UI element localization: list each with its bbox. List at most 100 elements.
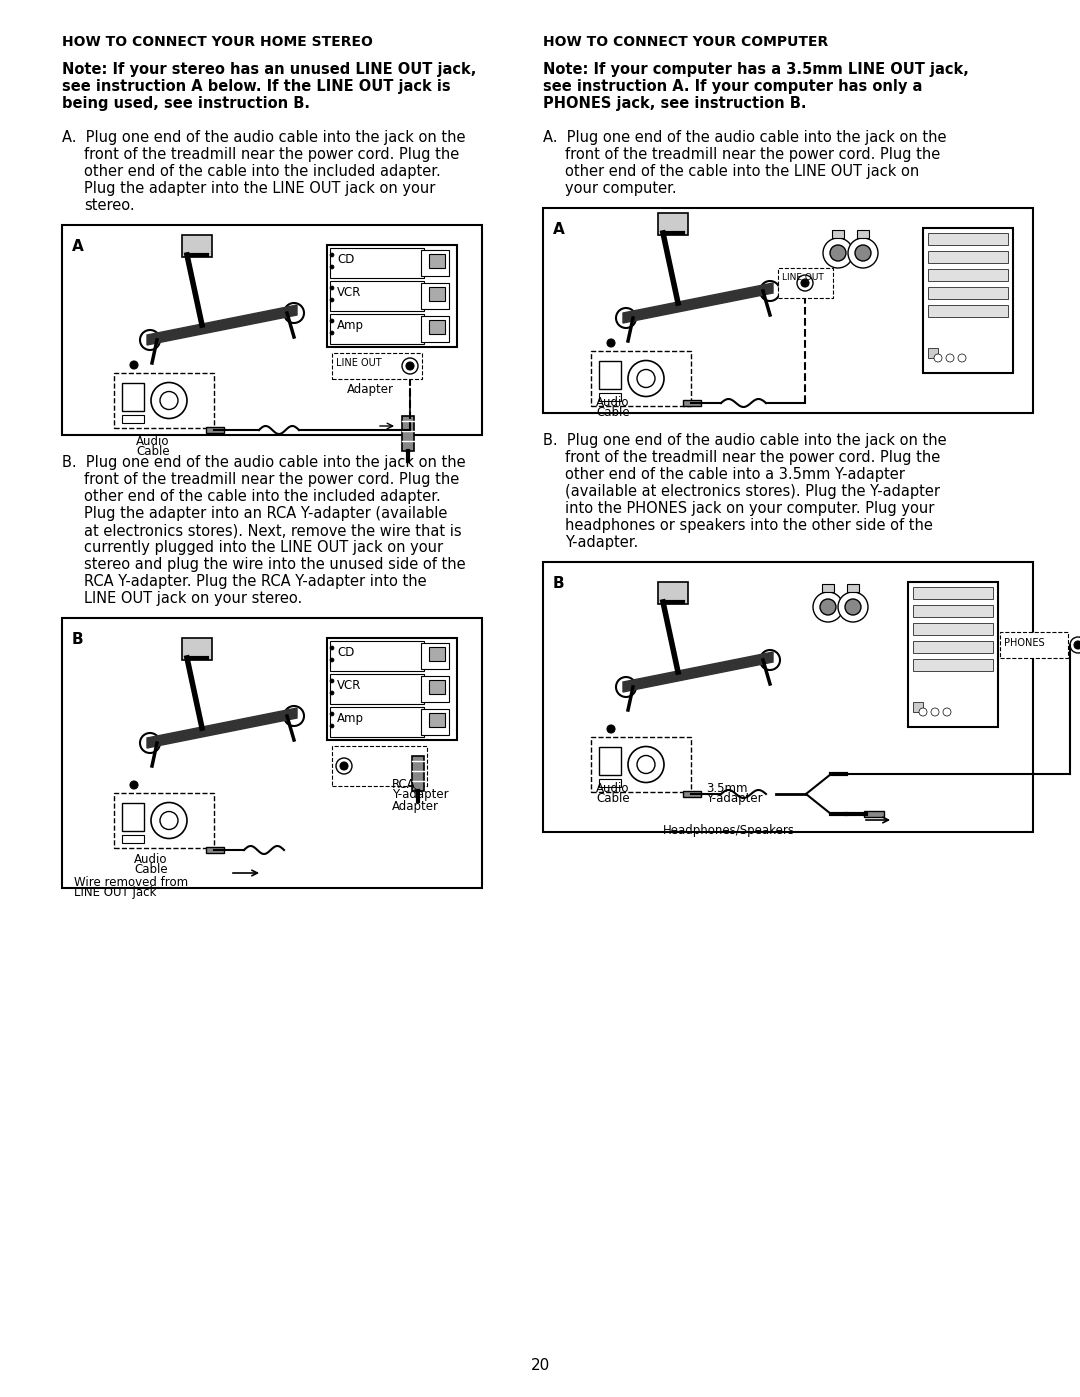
Circle shape	[931, 708, 939, 717]
Circle shape	[616, 678, 636, 697]
Circle shape	[160, 391, 178, 409]
Bar	[429, 680, 445, 694]
Circle shape	[616, 307, 636, 328]
Circle shape	[151, 383, 187, 419]
Text: VCR: VCR	[337, 286, 362, 299]
Text: being used, see instruction B.: being used, see instruction B.	[62, 96, 310, 110]
Circle shape	[760, 281, 780, 300]
Bar	[332, 353, 422, 379]
Bar	[599, 393, 621, 401]
Circle shape	[330, 253, 334, 257]
Text: Audio: Audio	[596, 782, 630, 795]
Bar	[327, 638, 457, 740]
Circle shape	[330, 679, 334, 683]
Bar	[913, 623, 993, 636]
Text: see instruction A. If your computer has only a: see instruction A. If your computer has …	[543, 80, 922, 94]
Bar	[330, 281, 424, 312]
Bar	[591, 351, 691, 407]
Circle shape	[946, 353, 954, 362]
Bar	[411, 756, 424, 791]
Bar	[658, 212, 688, 235]
Circle shape	[845, 599, 861, 615]
Text: A: A	[72, 239, 84, 254]
Circle shape	[330, 319, 334, 323]
Circle shape	[330, 658, 334, 662]
Bar	[114, 793, 214, 848]
Bar	[658, 583, 688, 604]
Bar	[122, 803, 144, 831]
Polygon shape	[623, 284, 773, 323]
Bar	[330, 641, 424, 671]
Text: PHONES jack, see instruction B.: PHONES jack, see instruction B.	[543, 96, 807, 110]
Text: Audio: Audio	[134, 854, 167, 866]
Circle shape	[330, 692, 334, 694]
Bar	[913, 659, 993, 671]
Bar	[913, 703, 923, 712]
Circle shape	[820, 599, 836, 615]
Circle shape	[1074, 641, 1080, 650]
Text: into the PHONES jack on your computer. Plug your: into the PHONES jack on your computer. P…	[565, 502, 934, 515]
Circle shape	[330, 331, 334, 335]
Text: see instruction A below. If the LINE OUT jack is: see instruction A below. If the LINE OUT…	[62, 80, 450, 94]
Bar	[543, 562, 1032, 833]
Bar	[327, 244, 457, 346]
Bar	[1000, 631, 1068, 658]
Text: LINE OUT jack: LINE OUT jack	[75, 886, 157, 900]
Bar	[913, 605, 993, 617]
Bar	[122, 835, 144, 842]
Circle shape	[627, 360, 664, 397]
Text: CD: CD	[337, 253, 354, 265]
Bar	[543, 208, 1032, 414]
Bar	[206, 847, 224, 854]
Bar	[421, 710, 449, 735]
Bar	[62, 617, 482, 888]
Circle shape	[140, 330, 160, 351]
Circle shape	[607, 339, 615, 346]
Circle shape	[760, 650, 780, 671]
Text: PHONES: PHONES	[1004, 638, 1044, 648]
Text: headphones or speakers into the other side of the: headphones or speakers into the other si…	[565, 518, 933, 534]
Text: other end of the cable into a 3.5mm Y-adapter: other end of the cable into a 3.5mm Y-ad…	[565, 467, 905, 482]
Bar	[330, 673, 424, 704]
Text: other end of the cable into the included adapter.: other end of the cable into the included…	[84, 163, 441, 179]
Bar	[683, 791, 701, 798]
Bar	[928, 348, 939, 358]
Text: Wire removed from: Wire removed from	[75, 876, 188, 888]
Bar	[330, 249, 424, 278]
Text: at electronics stores). Next, remove the wire that is: at electronics stores). Next, remove the…	[84, 522, 461, 538]
Circle shape	[919, 708, 927, 717]
Text: LINE OUT: LINE OUT	[782, 272, 824, 282]
Circle shape	[402, 358, 418, 374]
Text: RCA Y-adapter. Plug the RCA Y-adapter into the: RCA Y-adapter. Plug the RCA Y-adapter in…	[84, 574, 427, 590]
Bar	[683, 400, 701, 407]
Text: Y-adapter.: Y-adapter.	[565, 535, 638, 550]
Text: Plug the adapter into the LINE OUT jack on your: Plug the adapter into the LINE OUT jack …	[84, 182, 435, 196]
Bar	[599, 780, 621, 787]
Text: front of the treadmill near the power cord. Plug the: front of the treadmill near the power co…	[565, 450, 941, 465]
Bar	[591, 738, 691, 792]
Text: A.  Plug one end of the audio cable into the jack on the: A. Plug one end of the audio cable into …	[543, 130, 946, 145]
Bar	[822, 584, 834, 592]
Text: LINE OUT jack on your stereo.: LINE OUT jack on your stereo.	[84, 591, 302, 606]
Text: Y-adapter: Y-adapter	[706, 792, 762, 805]
Circle shape	[330, 712, 334, 717]
Bar	[183, 235, 212, 257]
Text: VCR: VCR	[337, 679, 362, 692]
Bar	[832, 231, 843, 237]
Circle shape	[130, 360, 138, 369]
Circle shape	[160, 812, 178, 830]
Bar	[330, 314, 424, 344]
Text: B.  Plug one end of the audio cable into the jack on the: B. Plug one end of the audio cable into …	[62, 455, 465, 469]
Text: B: B	[72, 631, 83, 647]
Text: Audio: Audio	[136, 434, 170, 448]
Text: currently plugged into the LINE OUT jack on your: currently plugged into the LINE OUT jack…	[84, 541, 443, 555]
Bar	[928, 233, 1008, 244]
Circle shape	[130, 781, 138, 789]
Circle shape	[838, 592, 868, 622]
Polygon shape	[147, 305, 297, 345]
Circle shape	[855, 244, 870, 261]
Circle shape	[330, 298, 334, 302]
Circle shape	[823, 237, 853, 268]
Text: other end of the cable into the included adapter.: other end of the cable into the included…	[84, 489, 441, 504]
Text: Adapter: Adapter	[392, 800, 438, 813]
